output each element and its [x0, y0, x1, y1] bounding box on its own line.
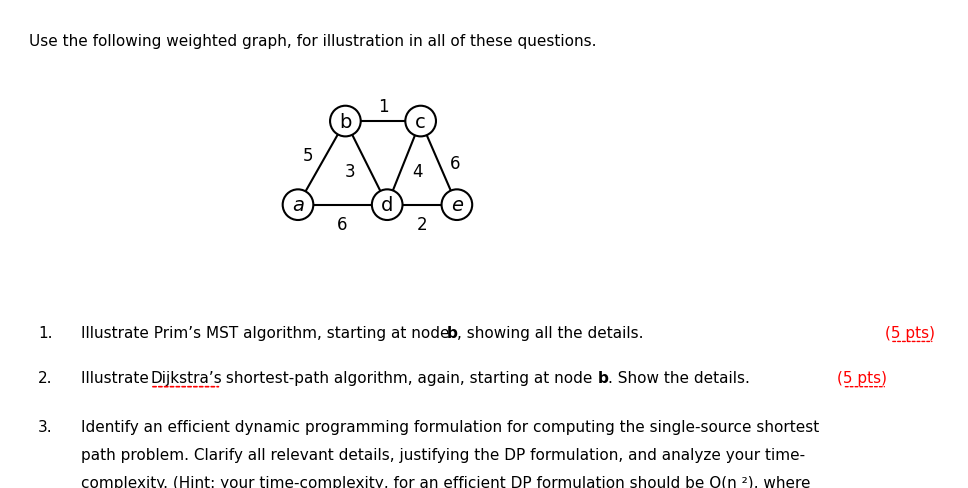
Circle shape — [406, 106, 436, 137]
Text: . Show the details.: . Show the details. — [608, 371, 750, 386]
Circle shape — [372, 190, 403, 221]
Circle shape — [330, 106, 361, 137]
Text: 6: 6 — [450, 155, 461, 173]
Text: path problem. Clarify all relevant details, justifying the DP formulation, and a: path problem. Clarify all relevant detai… — [81, 447, 805, 462]
Text: b: b — [339, 112, 351, 131]
Text: e: e — [451, 196, 463, 215]
Text: Illustrate Prim’s MST algorithm, starting at node: Illustrate Prim’s MST algorithm, startin… — [81, 325, 454, 341]
Text: a: a — [292, 196, 304, 215]
Text: shortest-path algorithm, again, starting at node: shortest-path algorithm, again, starting… — [222, 371, 597, 386]
Circle shape — [441, 190, 472, 221]
Text: (5 pts): (5 pts) — [837, 371, 888, 386]
Text: Use the following weighted graph, for illustration in all of these questions.: Use the following weighted graph, for il… — [29, 34, 596, 49]
Text: 4: 4 — [412, 163, 423, 181]
Text: 5: 5 — [303, 146, 313, 164]
Text: 6: 6 — [338, 216, 348, 234]
Text: complexity. (Hint: your time-complexity, for an efficient DP formulation should : complexity. (Hint: your time-complexity,… — [81, 475, 810, 488]
Text: , showing all the details.: , showing all the details. — [458, 325, 644, 341]
Text: b: b — [598, 371, 609, 386]
Text: 1: 1 — [378, 98, 388, 116]
Text: 3: 3 — [345, 163, 355, 181]
Text: Illustrate: Illustrate — [81, 371, 154, 386]
Text: c: c — [415, 112, 426, 131]
Circle shape — [283, 190, 314, 221]
Text: Dijkstra’s: Dijkstra’s — [150, 371, 222, 386]
Text: 2.: 2. — [38, 371, 52, 386]
Text: Identify an efficient dynamic programming formulation for computing the single-s: Identify an efficient dynamic programmin… — [81, 419, 819, 434]
Text: (5 pts): (5 pts) — [885, 325, 934, 341]
Text: 1.: 1. — [38, 325, 52, 341]
Text: d: d — [381, 196, 393, 215]
Text: 3.: 3. — [38, 419, 53, 434]
Text: b: b — [447, 325, 458, 341]
Text: 2: 2 — [417, 216, 427, 234]
